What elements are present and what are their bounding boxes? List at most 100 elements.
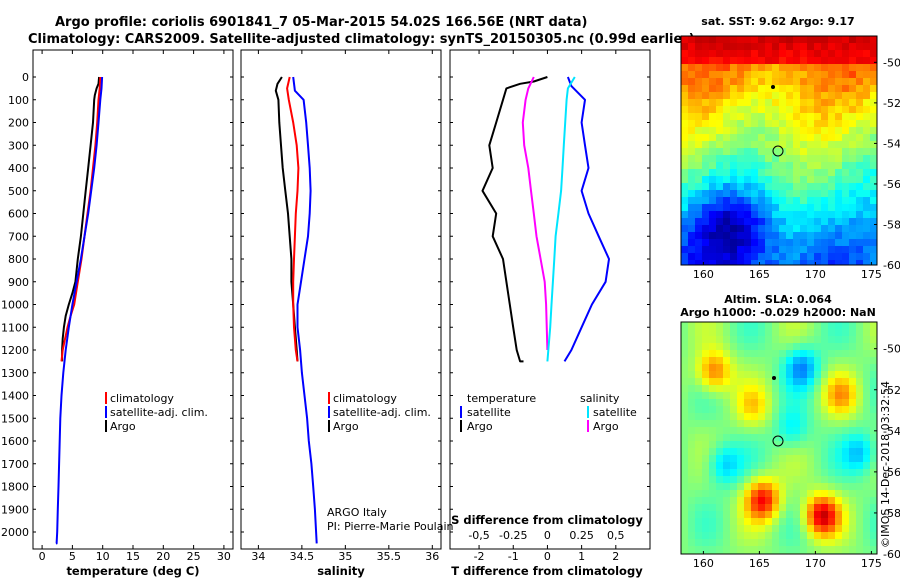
sst-cell	[821, 260, 828, 265]
sla-cell	[828, 427, 835, 434]
map-y-tick-label: -50	[883, 56, 900, 69]
sst-cell	[751, 148, 758, 155]
sst-cell	[702, 92, 709, 99]
sst-cell	[821, 71, 828, 78]
sla-cell	[716, 406, 723, 413]
sst-cell	[856, 92, 863, 99]
sst-cell	[800, 183, 807, 190]
sst-cell	[709, 120, 716, 127]
sst-cell	[716, 113, 723, 120]
sla-cell	[779, 483, 786, 490]
sla-cell	[835, 413, 842, 420]
sst-cell	[821, 134, 828, 141]
sst-cell	[737, 197, 744, 204]
sst-cell	[856, 232, 863, 239]
sla-cell	[786, 511, 793, 518]
sla-cell	[709, 406, 716, 413]
sla-cell	[849, 546, 856, 553]
sla-cell	[828, 539, 835, 546]
sla-cell	[751, 504, 758, 511]
sst-cell	[730, 190, 737, 197]
sla-cell	[786, 434, 793, 441]
sla-cell	[772, 476, 779, 483]
sla-cell	[681, 504, 688, 511]
sla-cell	[730, 490, 737, 497]
sla-cell	[751, 406, 758, 413]
sla-cell	[863, 511, 870, 518]
sst-cell	[758, 113, 765, 120]
sla-cell	[849, 427, 856, 434]
sst-cell	[849, 71, 856, 78]
sst-cell	[716, 99, 723, 106]
sst-cell	[765, 155, 772, 162]
sst-cell	[779, 169, 786, 176]
sla-cell	[681, 483, 688, 490]
sst-cell	[681, 260, 688, 265]
sst-cell	[772, 43, 779, 50]
sst-cell	[702, 50, 709, 57]
sla-cell	[695, 406, 702, 413]
sla-cell	[870, 392, 877, 399]
sst-cell	[821, 64, 828, 71]
sst-cell	[849, 225, 856, 232]
sla-cell	[744, 462, 751, 469]
sst-map	[681, 36, 877, 265]
sst-cell	[870, 253, 877, 260]
sla-cell	[807, 329, 814, 336]
sla-cell	[835, 392, 842, 399]
sst-cell	[856, 134, 863, 141]
sla-cell	[695, 343, 702, 350]
sst-cell	[709, 141, 716, 148]
sst-cell	[751, 78, 758, 85]
series-group	[274, 76, 318, 544]
depth-tick-label: 1900	[1, 503, 29, 516]
sst-cell	[779, 71, 786, 78]
sst-cell	[772, 127, 779, 134]
sst-cell	[870, 176, 877, 183]
sla-cell	[793, 539, 800, 546]
sla-cell	[786, 476, 793, 483]
sst-cell	[779, 183, 786, 190]
sla-cell	[807, 455, 814, 462]
sst-cell	[688, 92, 695, 99]
sla-cell	[870, 378, 877, 385]
sla-cell	[765, 532, 772, 539]
sla-cell	[786, 413, 793, 420]
sla-cell	[744, 413, 751, 420]
sst-cell	[814, 92, 821, 99]
sst-cell	[779, 162, 786, 169]
sst-cell	[863, 211, 870, 218]
sla-cell	[723, 392, 730, 399]
sla-cell	[786, 483, 793, 490]
sla-cell	[793, 427, 800, 434]
sst-cell	[835, 218, 842, 225]
sst-cell	[870, 232, 877, 239]
sst-cell	[800, 260, 807, 265]
sla-cell	[800, 378, 807, 385]
sla-cell	[681, 322, 688, 329]
sst-cell	[828, 183, 835, 190]
x-tick-label: 10	[96, 550, 110, 563]
sst-cell	[723, 113, 730, 120]
sla-cell	[765, 427, 772, 434]
sla-cell	[835, 406, 842, 413]
sst-cell	[863, 232, 870, 239]
sst-cell	[863, 141, 870, 148]
sst-cell	[807, 162, 814, 169]
sla-cell	[737, 399, 744, 406]
sla-cell	[856, 546, 863, 553]
sla-cell	[695, 476, 702, 483]
sst-cell	[737, 169, 744, 176]
sst-cell	[835, 232, 842, 239]
sst-cell	[688, 127, 695, 134]
sst-cell	[688, 120, 695, 127]
sla-cell	[856, 392, 863, 399]
sst-cell	[688, 162, 695, 169]
sla-cell	[751, 434, 758, 441]
sla-cell	[800, 483, 807, 490]
sla-cell	[828, 469, 835, 476]
sla-cell	[744, 350, 751, 357]
sla-cell	[758, 476, 765, 483]
sst-cell	[702, 155, 709, 162]
sst-cell	[702, 169, 709, 176]
